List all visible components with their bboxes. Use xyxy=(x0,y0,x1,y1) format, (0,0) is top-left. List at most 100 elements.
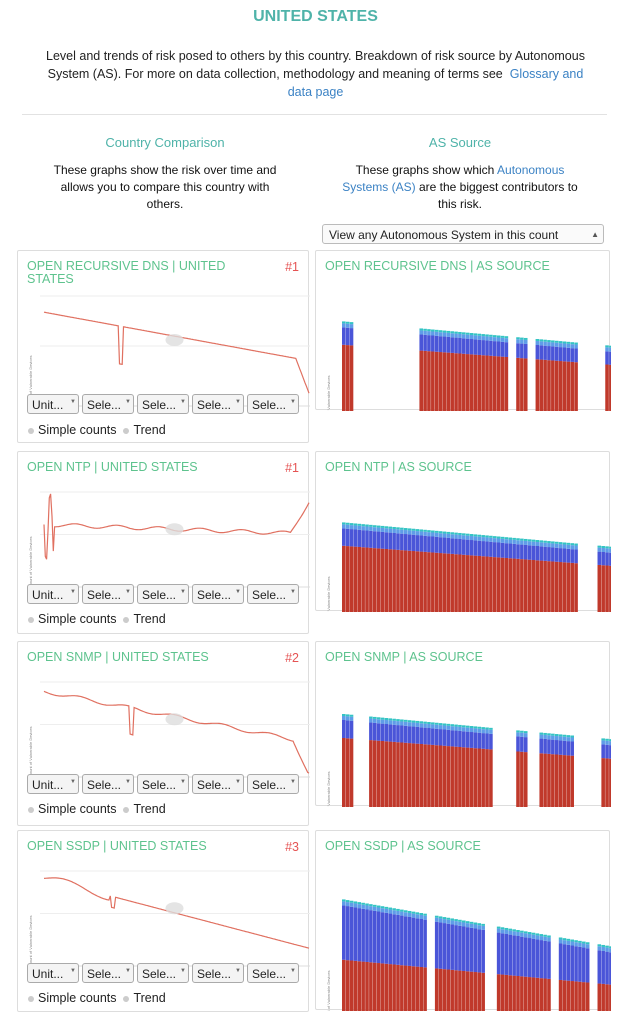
chevron-down-icon: ▼ xyxy=(70,399,76,405)
compare-country-select[interactable]: Sele... ▼ xyxy=(192,774,244,794)
chevron-down-icon: ▼ xyxy=(180,399,186,405)
compare-selects: Unit... ▼ Sele... ▼ Sele... ▼ Sele... ▼ Sele... ▼ xyxy=(27,394,299,414)
chevron-down-icon: ▼ xyxy=(290,968,296,974)
compare-country-select[interactable]: Sele... ▼ xyxy=(247,963,299,983)
as-source-chart-title: OPEN SSDP | AS SOURCE xyxy=(325,839,481,853)
country-line-chart: Count of Vulnerable Devices xyxy=(28,491,310,588)
chevron-down-icon: ▼ xyxy=(125,968,131,974)
compare-country-select[interactable]: Sele... ▼ xyxy=(137,394,189,414)
compare-selects: Unit... ▼ Sele... ▼ Sele... ▼ Sele... ▼ Sele... ▼ xyxy=(27,774,299,794)
chevron-down-icon: ▼ xyxy=(70,589,76,595)
compare-country-select[interactable]: Sele... ▼ xyxy=(137,584,189,604)
y-axis-label: Count of Vulnerable Devices xyxy=(326,576,331,612)
as-select-dropdown[interactable]: View any Autonomous System in this count… xyxy=(322,224,604,244)
as-source-chart-title: OPEN SNMP | AS SOURCE xyxy=(325,650,483,664)
as-stacked-bar-chart: Count of Vulnerable Devices xyxy=(326,321,611,411)
chevron-down-icon: ▼ xyxy=(125,589,131,595)
radio-simple-counts[interactable]: Simple counts xyxy=(28,423,117,437)
country-chart-panel: OPEN SSDP | UNITED STATES #3 Count of Vul… xyxy=(17,830,310,1012)
compare-country-select[interactable]: Sele... ▼ xyxy=(192,394,244,414)
chevron-down-icon: ▼ xyxy=(125,399,131,405)
trend-line xyxy=(43,311,310,394)
chevron-down-icon: ▼ xyxy=(290,589,296,595)
y-axis-label: Count of Vulnerable Devices xyxy=(28,536,33,587)
chevron-down-icon: ▼ xyxy=(290,779,296,785)
as-stacked-bar-chart: Count of Vulnerable Devices xyxy=(326,899,611,1011)
radio-trend[interactable]: Trend xyxy=(123,991,166,1005)
radio-trend[interactable]: Trend xyxy=(123,612,166,626)
view-mode-radios: Simple counts Trend xyxy=(28,612,166,626)
trend-line xyxy=(43,690,310,774)
y-axis-label: Count of Vulnerable Devices xyxy=(28,355,33,406)
y-axis-label: Count of Vulnerable Devices xyxy=(28,915,33,966)
country-select[interactable]: Unit... ▼ xyxy=(27,394,79,414)
chevron-down-icon: ▼ xyxy=(125,779,131,785)
rank-badge: #3 xyxy=(285,840,299,854)
view-mode-radios: Simple counts Trend xyxy=(28,991,166,1005)
radio-trend[interactable]: Trend xyxy=(123,802,166,816)
compare-selects: Unit... ▼ Sele... ▼ Sele... ▼ Sele... ▼ Sele... ▼ xyxy=(27,963,299,983)
compare-selects: Unit... ▼ Sele... ▼ Sele... ▼ Sele... ▼ Sele... ▼ xyxy=(27,584,299,604)
as-stacked-bar-chart: Count of Vulnerable Devices xyxy=(326,714,611,807)
country-line-chart: Count of Vulnerable Devices xyxy=(28,681,310,778)
chevron-down-icon: ▼ xyxy=(180,968,186,974)
country-comparison-desc: These graphs show the risk over time and… xyxy=(53,163,277,211)
country-comparison-heading: Country Comparison xyxy=(105,135,225,150)
systems-as-link[interactable]: Systems (AS) xyxy=(342,180,416,194)
rank-badge: #1 xyxy=(285,260,299,274)
country-select[interactable]: Unit... ▼ xyxy=(27,584,79,604)
country-chart-title: OPEN SNMP | UNITED STATES xyxy=(27,650,209,664)
as-source-chart-panel: OPEN NTP | AS SOURCE Count of Vulnerable … xyxy=(315,451,611,612)
as-source-chart-title: OPEN NTP | AS SOURCE xyxy=(325,460,472,474)
as-source-chart-panel: OPEN SNMP | AS SOURCE Count of Vulnerable… xyxy=(315,641,611,807)
compare-country-select[interactable]: Sele... ▼ xyxy=(82,584,134,604)
country-chart-panel: OPEN RECURSIVE DNS | UNITED STATES #1 Coun… xyxy=(17,250,310,443)
compare-country-select[interactable]: Sele... ▼ xyxy=(82,774,134,794)
chevron-down-icon: ▲▼ xyxy=(591,230,599,239)
as-source-heading: AS Source xyxy=(428,135,492,150)
chevron-down-icon: ▼ xyxy=(235,589,241,595)
chevron-down-icon: ▼ xyxy=(235,968,241,974)
intro-line-1: Level and trends of risk posed to others… xyxy=(46,49,585,63)
compare-country-select[interactable]: Sele... ▼ xyxy=(247,584,299,604)
compare-country-select[interactable]: Sele... ▼ xyxy=(247,774,299,794)
intro-line-2: System (AS). For more on data collection… xyxy=(47,67,503,81)
as-source-chart-panel: OPEN RECURSIVE DNS | AS SOURCE Count of V… xyxy=(315,250,611,411)
divider xyxy=(22,114,607,115)
compare-country-select[interactable]: Sele... ▼ xyxy=(247,394,299,414)
country-chart-title: OPEN NTP | UNITED STATES xyxy=(27,460,198,474)
intro-text: Level and trends of risk posed to others… xyxy=(18,47,613,101)
compare-country-select[interactable]: Sele... ▼ xyxy=(82,963,134,983)
compare-country-select[interactable]: Sele... ▼ xyxy=(82,394,134,414)
chevron-down-icon: ▼ xyxy=(290,399,296,405)
chevron-down-icon: ▼ xyxy=(70,779,76,785)
radio-simple-counts[interactable]: Simple counts xyxy=(28,612,117,626)
compare-country-select[interactable]: Sele... ▼ xyxy=(192,584,244,604)
country-line-chart: Count of Vulnerable Devices xyxy=(28,870,310,967)
country-line-chart: Count of Vulnerable Devices xyxy=(28,295,310,407)
radio-simple-counts[interactable]: Simple counts xyxy=(28,991,117,1005)
chevron-down-icon: ▼ xyxy=(180,779,186,785)
rank-badge: #2 xyxy=(285,651,299,665)
as-source-desc: These graphs show which Autonomous Syste… xyxy=(342,163,578,211)
glossary-link[interactable]: Glossary and data page xyxy=(287,67,584,99)
radio-simple-counts[interactable]: Simple counts xyxy=(28,802,117,816)
country-select[interactable]: Unit... ▼ xyxy=(27,963,79,983)
y-axis-label: Count of Vulnerable Devices xyxy=(326,375,331,411)
rank-badge: #1 xyxy=(285,461,299,475)
autonomous-link[interactable]: Autonomous xyxy=(497,163,565,177)
chevron-down-icon: ▼ xyxy=(70,968,76,974)
as-source-chart-panel: OPEN SSDP | AS SOURCE Count of Vulnerable… xyxy=(315,830,611,1011)
chevron-down-icon: ▼ xyxy=(235,779,241,785)
chevron-down-icon: ▼ xyxy=(180,589,186,595)
y-axis-label: Count of Vulnerable Devices xyxy=(326,771,331,807)
country-select[interactable]: Unit... ▼ xyxy=(27,774,79,794)
y-axis-label: Count of Vulnerable Devices xyxy=(28,726,33,777)
compare-country-select[interactable]: Sele... ▼ xyxy=(137,774,189,794)
compare-country-select[interactable]: Sele... ▼ xyxy=(192,963,244,983)
country-chart-title: OPEN RECURSIVE DNS | UNITED STATES xyxy=(27,259,226,286)
view-mode-radios: Simple counts Trend xyxy=(28,802,166,816)
radio-trend[interactable]: Trend xyxy=(123,423,166,437)
country-chart-title: OPEN SSDP | UNITED STATES xyxy=(27,839,207,853)
compare-country-select[interactable]: Sele... ▼ xyxy=(137,963,189,983)
